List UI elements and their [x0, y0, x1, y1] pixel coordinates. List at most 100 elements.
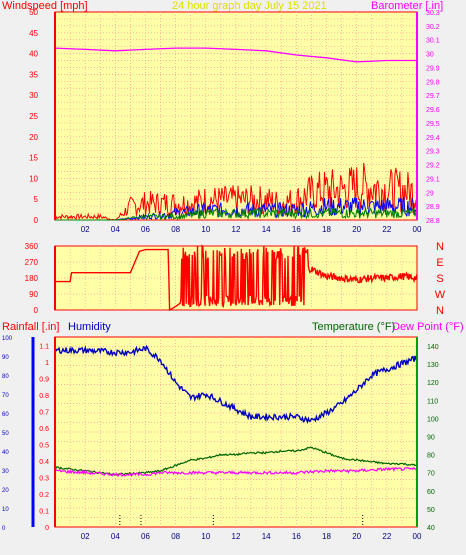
wind-y-tick-label: 30	[29, 91, 38, 100]
barometer-y-tick-label: 29.4	[426, 135, 440, 142]
barometer-y-tick-label: 29.2	[426, 163, 440, 170]
barometer-y-tick-label: 29.3	[426, 149, 440, 156]
chart-title: 24 hour graph day July 15 2021	[172, 0, 327, 12]
temperature-y-tick-label: 130	[427, 362, 439, 369]
temperature-grid	[55, 337, 417, 527]
temperature-y-tick-label: 120	[427, 380, 439, 387]
direction-y-tick-label: 180	[25, 274, 39, 283]
wind-series	[54, 47, 418, 221]
temperature-y-tick-label: 90	[427, 435, 435, 442]
x-tick-label: 08	[171, 225, 180, 234]
x-tick-label: 16	[292, 532, 301, 541]
compass-label: N	[436, 241, 444, 253]
wind-y-tick-label: 25	[29, 112, 38, 121]
direction-series	[55, 244, 418, 312]
wind-y-tick-label: 5	[34, 195, 39, 204]
rain-y-tick-label: 1	[45, 360, 49, 367]
humidity-y-tick-label: 20	[2, 488, 9, 494]
wind-barometer-panel: 02 04 06 08 10 12 14 16 18 20 22 000510152025303540…	[2, 0, 443, 234]
temperature-y-tick-label: 60	[427, 489, 435, 496]
direction-y-tick-label: 90	[29, 290, 38, 299]
rain-y-tick-label: 0.4	[39, 459, 49, 466]
x-tick-label: 04	[111, 532, 120, 541]
humidity-y-tick-label: 30	[2, 469, 9, 475]
humidity-y-tick-label: 100	[2, 336, 13, 342]
wind-y-tick-label: 40	[29, 50, 38, 59]
temperature-y-tick-label: 80	[427, 453, 435, 460]
wind-y-tick-label: 0	[34, 216, 39, 225]
humidity-series-line	[54, 344, 418, 425]
barometer-y-tick-label: 29	[426, 190, 434, 197]
direction-series-line	[55, 244, 418, 312]
rain-y-tick-label: 0	[45, 525, 49, 532]
windspeed-axis-label: Windspeed [mph]	[2, 0, 88, 12]
barometer-y-tick-label: 29.9	[426, 65, 440, 72]
x-tick-label: 16	[292, 225, 301, 234]
direction-y-tick-label: 360	[25, 242, 39, 251]
humidity-axis-label: Humidity	[68, 321, 111, 333]
humidity-y-tick-label: 70	[2, 393, 9, 399]
x-tick-label: 22	[382, 225, 391, 234]
wind-y-tick-label: 15	[29, 154, 38, 163]
x-tick-label: 06	[141, 532, 150, 541]
rain-y-tick-label: 0.5	[39, 442, 49, 449]
barometer-y-tick-label: 29.6	[426, 107, 440, 114]
x-tick-label: 02	[81, 532, 90, 541]
dewpoint-series-line	[54, 466, 418, 477]
wind-y-tick-label: 45	[29, 29, 38, 38]
compass-label: S	[436, 273, 443, 285]
barometer-axis-label: Barometer [.in]	[371, 0, 443, 12]
compass-label: E	[436, 257, 443, 269]
humidity-y-tick-label: 60	[2, 412, 9, 418]
humidity-y-tick-label: 40	[2, 450, 9, 456]
x-tick-label: 12	[232, 225, 241, 234]
wind-grid	[55, 12, 417, 220]
rain-y-tick-label: 1.1	[39, 343, 49, 350]
direction-y-tick-label: 0	[34, 306, 39, 315]
temperature-y-tick-label: 140	[427, 344, 439, 351]
wind-axes: 02 04 06 08 10 12 14 16 18 20 22 000510152025303540…	[29, 8, 440, 234]
barometer-y-tick-label: 29.5	[426, 121, 440, 128]
humidity-y-tick-label: 0	[2, 526, 6, 532]
wind-y-tick-label: 50	[29, 8, 38, 17]
compass-label: N	[436, 305, 444, 317]
x-tick-label: 00	[413, 532, 422, 541]
temperature-series	[54, 344, 418, 477]
temperature-y-tick-label: 50	[427, 507, 435, 514]
barometer-y-tick-label: 30.3	[426, 10, 440, 17]
x-tick-label: 18	[322, 532, 331, 541]
barometer-y-tick-label: 29.8	[426, 79, 440, 86]
x-tick-label: 22	[382, 532, 391, 541]
direction-grid	[55, 246, 417, 310]
barometer-y-tick-label: 30.1	[426, 38, 440, 45]
barometer-y-tick-label: 28.9	[426, 204, 440, 211]
rain-y-tick-label: 0.2	[39, 492, 49, 499]
x-tick-label: 00	[413, 225, 422, 234]
temperature-y-tick-label: 110	[427, 398, 438, 405]
rain-y-tick-label: 0.9	[39, 376, 49, 383]
x-tick-label: 04	[111, 225, 120, 234]
x-tick-label: 10	[201, 225, 210, 234]
humidity-y-tick-label: 80	[2, 374, 9, 380]
temperature-y-tick-label: 70	[427, 471, 435, 478]
humidity-y-tick-label: 10	[2, 507, 9, 513]
x-tick-label: 10	[201, 532, 210, 541]
wind-series-line	[55, 206, 418, 221]
barometer-y-tick-label: 29.7	[426, 93, 440, 100]
compass-label: W	[435, 289, 446, 301]
direction-axes: 0 90 180 270 360	[25, 242, 56, 315]
rainfall-axis-label: Rainfall [.in]	[2, 321, 59, 333]
barometer-y-tick-label: 30.2	[426, 24, 440, 31]
x-tick-label: 14	[262, 225, 271, 234]
wind-y-tick-label: 20	[29, 133, 38, 142]
rain-y-tick-label: 0.6	[39, 426, 49, 433]
temperature-axis-label: Temperature (°F)	[312, 321, 395, 333]
x-tick-label: 14	[262, 532, 271, 541]
rain-y-tick-label: 0.1	[39, 508, 49, 515]
temperature-y-tick-label: 100	[427, 416, 439, 423]
wind-y-tick-label: 35	[29, 70, 38, 79]
